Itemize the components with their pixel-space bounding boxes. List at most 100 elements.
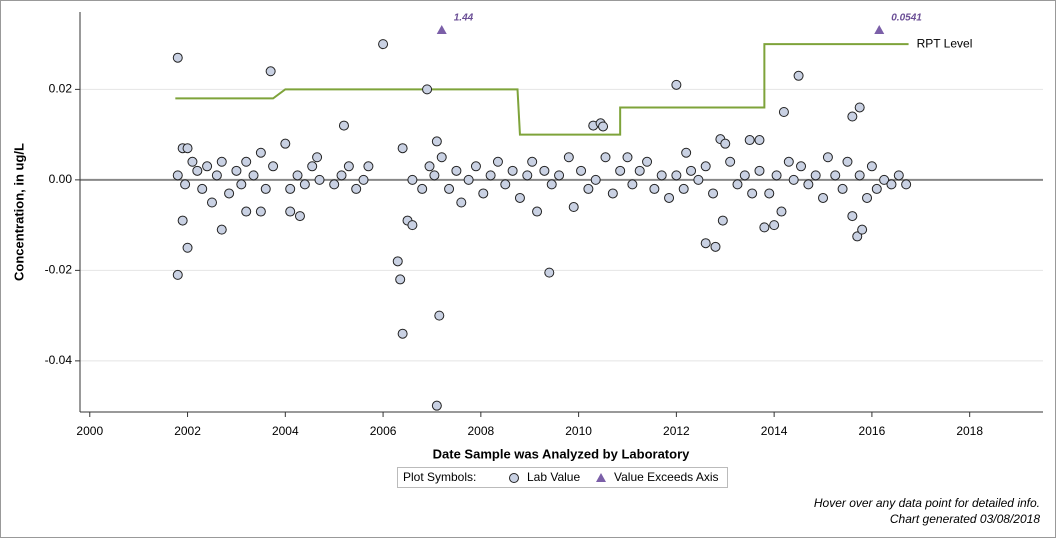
lab-value-point bbox=[268, 161, 279, 172]
lab-value-point bbox=[830, 170, 841, 181]
lab-value-point bbox=[717, 215, 728, 226]
lab-value-point bbox=[656, 170, 667, 181]
lab-value-point bbox=[627, 179, 638, 190]
lab-value-point bbox=[522, 170, 533, 181]
lab-value-point bbox=[583, 183, 594, 194]
lab-value-point bbox=[241, 206, 252, 217]
lab-value-point bbox=[759, 222, 770, 233]
lab-value-point bbox=[236, 179, 247, 190]
lab-value-point bbox=[444, 183, 455, 194]
lab-value-point bbox=[172, 52, 183, 63]
lab-value-point bbox=[664, 192, 675, 203]
lab-value-point bbox=[211, 170, 222, 181]
lab-value-point bbox=[431, 400, 442, 411]
lab-value-point bbox=[590, 174, 601, 185]
exceeds-label: 0.0541 bbox=[891, 13, 922, 24]
lab-value-point bbox=[778, 107, 789, 117]
lab-value-point bbox=[216, 224, 227, 235]
y-tick-label: 0.00 bbox=[49, 172, 73, 186]
legend-label: Value Exceeds Axis bbox=[614, 470, 719, 484]
lab-value-point bbox=[392, 256, 403, 267]
x-tick-label: 2016 bbox=[859, 424, 886, 438]
lab-value-point bbox=[554, 170, 565, 181]
lab-value-point bbox=[292, 170, 303, 181]
lab-value-point bbox=[172, 170, 183, 181]
lab-value-point bbox=[343, 161, 354, 172]
lab-value-point bbox=[248, 170, 259, 181]
lab-value-point bbox=[764, 188, 775, 199]
x-tick-label: 2010 bbox=[565, 424, 592, 438]
lab-value-point bbox=[847, 111, 858, 122]
lab-value-point bbox=[686, 165, 697, 176]
lab-value-point bbox=[407, 174, 418, 185]
lab-value-point bbox=[285, 206, 296, 217]
lab-value-point bbox=[260, 183, 271, 194]
lab-value-point bbox=[886, 179, 897, 190]
lab-value-point bbox=[576, 165, 587, 176]
lab-value-point bbox=[822, 152, 833, 163]
lab-value-point bbox=[837, 183, 848, 194]
lab-value-point bbox=[671, 170, 682, 181]
lab-value-point bbox=[693, 174, 704, 185]
y-tick-label: 0.02 bbox=[49, 82, 73, 96]
lab-value-point bbox=[456, 197, 467, 208]
lab-value-point bbox=[424, 161, 435, 172]
lab-value-point bbox=[351, 183, 362, 194]
x-tick-label: 2002 bbox=[174, 424, 201, 438]
legend-title: Plot Symbols: bbox=[403, 470, 476, 484]
footnote: Hover over any data point for detailed i… bbox=[814, 496, 1040, 510]
lab-value-point bbox=[395, 274, 406, 285]
lab-value-point bbox=[197, 183, 208, 194]
lab-value-point bbox=[598, 121, 609, 132]
lab-value-point bbox=[854, 102, 865, 113]
lab-value-point bbox=[280, 138, 291, 149]
lab-value-point bbox=[329, 179, 340, 190]
lab-value-point bbox=[358, 174, 369, 185]
lab-value-point bbox=[700, 238, 711, 249]
lab-value-point bbox=[776, 206, 787, 217]
lab-value-point bbox=[793, 70, 804, 81]
lab-value-point bbox=[285, 183, 296, 194]
lab-value-point bbox=[732, 179, 743, 190]
x-tick-label: 2004 bbox=[272, 424, 299, 438]
lab-value-point bbox=[769, 220, 780, 231]
lab-value-point bbox=[429, 170, 440, 181]
lab-value-point bbox=[700, 161, 711, 172]
x-axis-title: Date Sample was Analyzed by Laboratory bbox=[433, 446, 690, 461]
lab-value-point bbox=[539, 165, 550, 176]
lab-value-point bbox=[546, 179, 557, 190]
legend-symbol bbox=[509, 473, 519, 483]
lab-value-point bbox=[407, 220, 418, 231]
lab-value-point bbox=[514, 192, 525, 203]
lab-value-point bbox=[871, 183, 882, 194]
x-tick-label: 2012 bbox=[663, 424, 690, 438]
lab-value-point bbox=[182, 143, 193, 154]
lab-value-point bbox=[417, 183, 428, 194]
lab-value-point bbox=[177, 215, 188, 226]
lab-value-point bbox=[336, 170, 347, 181]
exceeds-marker bbox=[874, 25, 885, 34]
lab-value-point bbox=[893, 170, 904, 181]
exceeds-label: 1.44 bbox=[454, 13, 474, 24]
lab-value-point bbox=[615, 165, 626, 176]
lab-value-point bbox=[842, 156, 853, 167]
lab-value-point bbox=[265, 66, 276, 77]
lab-value-point bbox=[299, 179, 310, 190]
lab-value-point bbox=[192, 165, 203, 176]
x-tick-label: 2014 bbox=[761, 424, 788, 438]
lab-value-point bbox=[739, 170, 750, 181]
lab-value-point bbox=[852, 231, 863, 242]
lab-value-point bbox=[622, 152, 633, 163]
lab-value-point bbox=[463, 174, 474, 185]
lab-value-point bbox=[478, 188, 489, 199]
lab-value-point bbox=[187, 156, 198, 167]
lab-value-point bbox=[436, 152, 447, 163]
lab-value-point bbox=[649, 183, 660, 194]
lab-value-point bbox=[847, 211, 858, 222]
lab-value-point bbox=[492, 156, 503, 167]
lab-value-point bbox=[397, 143, 408, 154]
lab-value-point bbox=[725, 156, 736, 167]
lab-value-point bbox=[363, 161, 374, 172]
lab-value-point bbox=[224, 188, 235, 199]
